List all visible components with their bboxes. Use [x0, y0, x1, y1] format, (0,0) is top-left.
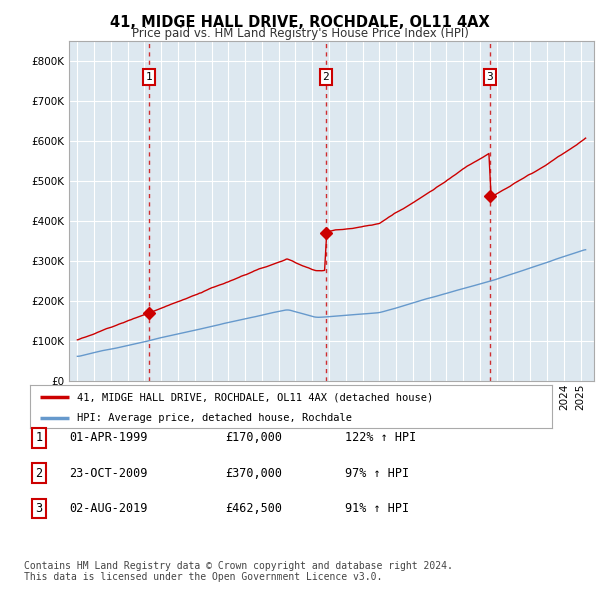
Text: 122% ↑ HPI: 122% ↑ HPI [345, 431, 416, 444]
Text: 97% ↑ HPI: 97% ↑ HPI [345, 467, 409, 480]
Text: HPI: Average price, detached house, Rochdale: HPI: Average price, detached house, Roch… [77, 414, 352, 424]
Text: £462,500: £462,500 [225, 502, 282, 515]
Text: £370,000: £370,000 [225, 467, 282, 480]
Text: 23-OCT-2009: 23-OCT-2009 [69, 467, 148, 480]
Text: 1: 1 [145, 72, 152, 82]
Text: £170,000: £170,000 [225, 431, 282, 444]
Text: 3: 3 [35, 502, 43, 515]
Text: 41, MIDGE HALL DRIVE, ROCHDALE, OL11 4AX: 41, MIDGE HALL DRIVE, ROCHDALE, OL11 4AX [110, 15, 490, 30]
Text: Price paid vs. HM Land Registry's House Price Index (HPI): Price paid vs. HM Land Registry's House … [131, 27, 469, 40]
Text: 41, MIDGE HALL DRIVE, ROCHDALE, OL11 4AX (detached house): 41, MIDGE HALL DRIVE, ROCHDALE, OL11 4AX… [77, 392, 433, 402]
Text: 2: 2 [322, 72, 329, 82]
Text: 91% ↑ HPI: 91% ↑ HPI [345, 502, 409, 515]
Text: 02-AUG-2019: 02-AUG-2019 [69, 502, 148, 515]
Text: 2: 2 [35, 467, 43, 480]
Text: Contains HM Land Registry data © Crown copyright and database right 2024.
This d: Contains HM Land Registry data © Crown c… [24, 560, 453, 582]
Text: 1: 1 [35, 431, 43, 444]
Text: 01-APR-1999: 01-APR-1999 [69, 431, 148, 444]
Text: 3: 3 [486, 72, 493, 82]
